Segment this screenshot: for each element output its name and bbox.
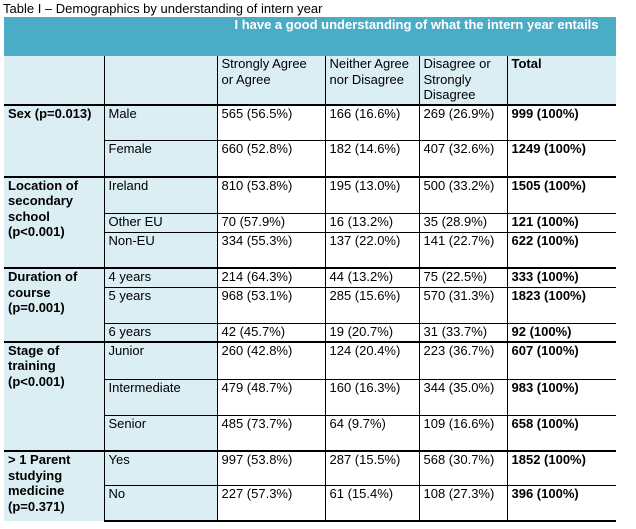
table-row: > 1 Parent studying medicine (p=0.371) Ye…	[4, 450, 616, 521]
row-label: Senior	[104, 414, 218, 452]
row-label: Ireland	[104, 175, 218, 214]
group-label: Location of secondary school (p<0.001)	[4, 175, 105, 269]
cell-disagree: 269 (26.9%)	[419, 103, 508, 141]
cell-agree: 70 (57.9%)	[217, 212, 326, 233]
cell-total: 1505 (100%)	[507, 175, 616, 214]
column-header-agree: Strongly Agree or Agree	[217, 56, 326, 105]
cell-agree: 214 (64.3%)	[217, 267, 326, 288]
cell-total: 999 (100%)	[507, 103, 616, 141]
cell-disagree: 223 (36.7%)	[419, 340, 508, 380]
column-header-neither: Neither Agree nor Disagree	[325, 56, 420, 105]
cell-disagree: 344 (35.0%)	[419, 378, 508, 416]
cell-agree: 997 (53.8%)	[217, 450, 326, 486]
cell-disagree: 31 (33.7%)	[419, 323, 508, 342]
cell-neither: 61 (15.4%)	[325, 485, 420, 523]
group-label: Sex (p=0.013)	[4, 103, 105, 177]
cell-neither: 160 (16.3%)	[325, 378, 420, 416]
cell-neither: 166 (16.6%)	[325, 103, 420, 141]
row-label: Male	[104, 103, 218, 141]
row-label: 4 years	[104, 267, 218, 288]
cell-agree: 660 (52.8%)	[217, 140, 326, 177]
table-row: Senior 485 (73.7%) 64 (9.7%) 109 (16.6%) 658…	[4, 414, 616, 452]
table-row: Other EU 70 (57.9%) 16 (13.2%) 35 (28.9%) 12…	[4, 212, 616, 233]
column-header-total: Total	[507, 56, 616, 105]
table-caption: Table I – Demographics by understanding …	[3, 1, 323, 16]
table-row: No 227 (57.3%) 61 (15.4%) 108 (27.3%) 396 (1…	[4, 485, 616, 523]
cell-total: 658 (100%)	[507, 414, 616, 452]
cell-neither: 64 (9.7%)	[325, 414, 420, 452]
cell-disagree: 35 (28.9%)	[419, 212, 508, 233]
cell-total: 1249 (100%)	[507, 140, 616, 177]
table-row: Stage of training (p<0.001) Junior 260 (42…	[4, 340, 616, 452]
cell-agree: 485 (73.7%)	[217, 414, 326, 452]
cell-agree: 968 (53.1%)	[217, 287, 326, 324]
row-label: Intermediate	[104, 378, 218, 416]
row-label: Yes	[104, 450, 218, 486]
cell-total: 396 (100%)	[507, 485, 616, 523]
cell-neither: 124 (20.4%)	[325, 340, 420, 380]
cell-disagree: 407 (32.6%)	[419, 140, 508, 177]
cell-total: 607 (100%)	[507, 340, 616, 380]
row-label: Other EU	[104, 212, 218, 233]
cell-agree: 227 (57.3%)	[217, 485, 326, 523]
group-label: Stage of training (p<0.001)	[4, 340, 105, 452]
table-row: Female 660 (52.8%) 182 (14.6%) 407 (32.6%) 1…	[4, 140, 616, 177]
cell-agree: 479 (48.7%)	[217, 378, 326, 416]
cell-agree: 334 (55.3%)	[217, 231, 326, 269]
cell-disagree: 570 (31.3%)	[419, 287, 508, 324]
row-label: Non-EU	[104, 231, 218, 269]
cell-total: 92 (100%)	[507, 323, 616, 342]
table-row: Duration of course (p=0.001) 4 years 214 (…	[4, 267, 616, 342]
cell-total: 333 (100%)	[507, 267, 616, 288]
cell-agree: 42 (45.7%)	[217, 323, 326, 342]
cell-neither: 285 (15.6%)	[325, 287, 420, 324]
row-label: 6 years	[104, 323, 218, 342]
column-header-disagree: Disagree or Strongly Disagree	[419, 56, 508, 105]
header-columns-row: Strongly Agree or Agree Neither Agree no…	[4, 56, 616, 105]
cell-disagree: 108 (27.3%)	[419, 485, 508, 523]
cell-disagree: 568 (30.7%)	[419, 450, 508, 486]
cell-total: 622 (100%)	[507, 231, 616, 269]
cell-neither: 287 (15.5%)	[325, 450, 420, 486]
row-label: Junior	[104, 340, 218, 380]
cell-disagree: 500 (33.2%)	[419, 175, 508, 214]
table-row: Non-EU 334 (55.3%) 137 (22.0%) 141 (22.7%) 6…	[4, 231, 616, 269]
row-label: Female	[104, 140, 218, 177]
cell-neither: 19 (20.7%)	[325, 323, 420, 342]
group-label: > 1 Parent studying medicine (p=0.371)	[4, 450, 105, 521]
column-group-header: I have a good understanding of what the …	[217, 17, 616, 57]
cell-agree: 565 (56.5%)	[217, 103, 326, 141]
table-row: Location of secondary school (p<0.001) Ir…	[4, 175, 616, 269]
demographics-table: I have a good understanding of what the …	[4, 17, 616, 523]
cell-total: 121 (100%)	[507, 212, 616, 233]
cell-neither: 137 (22.0%)	[325, 231, 420, 269]
table-row: 6 years 42 (45.7%) 19 (20.7%) 31 (33.7%) 92 …	[4, 323, 616, 342]
cell-total: 1852 (100%)	[507, 450, 616, 486]
cell-total: 1823 (100%)	[507, 287, 616, 324]
cell-agree: 810 (53.8%)	[217, 175, 326, 214]
row-label: 5 years	[104, 287, 218, 324]
cell-neither: 16 (13.2%)	[325, 212, 420, 233]
cell-disagree: 141 (22.7%)	[419, 231, 508, 269]
group-label: Duration of course (p=0.001)	[4, 267, 105, 342]
cell-disagree: 75 (22.5%)	[419, 267, 508, 288]
cell-agree: 260 (42.8%)	[217, 340, 326, 380]
table-row: Sex (p=0.013) Male 565 (56.5%) 166 (16.6%) 2…	[4, 103, 616, 177]
row-label: No	[104, 485, 218, 523]
cell-disagree: 109 (16.6%)	[419, 414, 508, 452]
cell-neither: 195 (13.0%)	[325, 175, 420, 214]
cell-neither: 182 (14.6%)	[325, 140, 420, 177]
cell-neither: 44 (13.2%)	[325, 267, 420, 288]
header-group-row: I have a good understanding of what the …	[4, 17, 616, 57]
cell-total: 983 (100%)	[507, 378, 616, 416]
table-row: 5 years 968 (53.1%) 285 (15.6%) 570 (31.3%)…	[4, 287, 616, 324]
table-row: Intermediate 479 (48.7%) 160 (16.3%) 344 (3…	[4, 378, 616, 416]
